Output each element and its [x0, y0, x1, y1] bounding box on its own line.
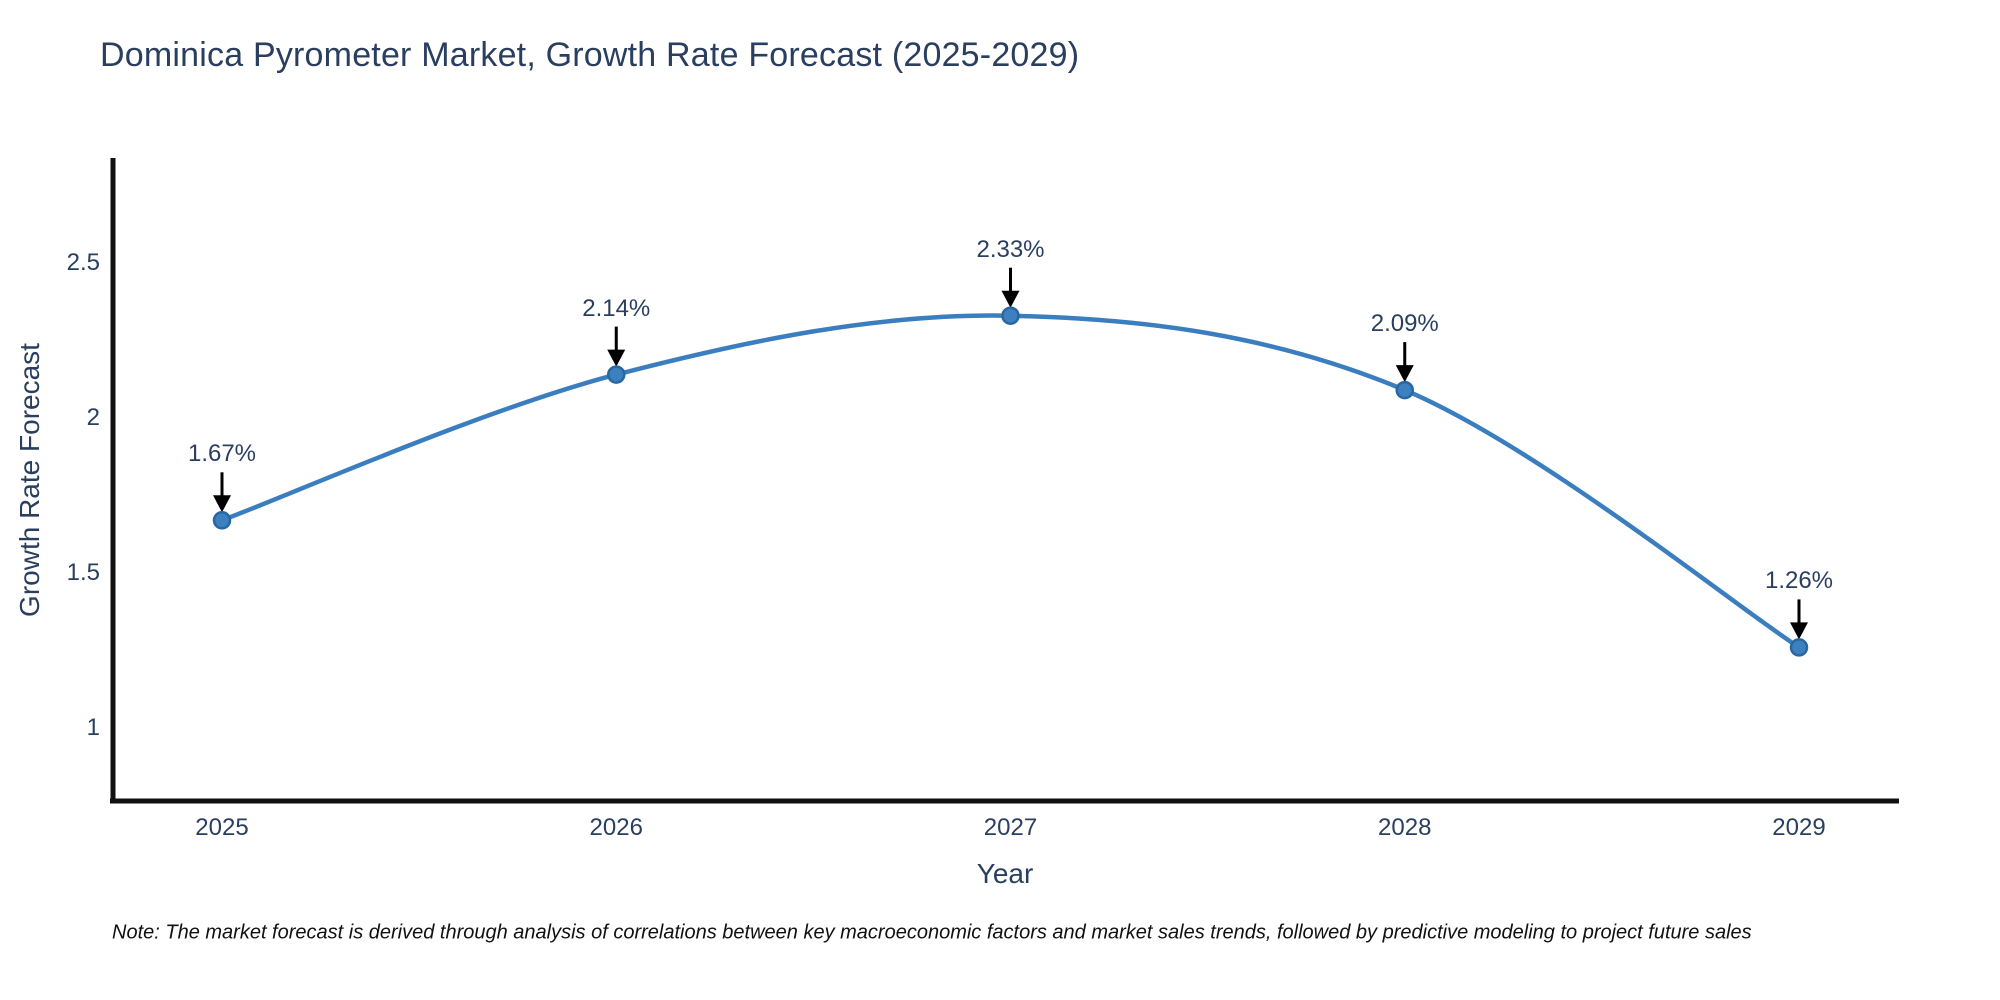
- data-point-marker: [1001, 306, 1020, 325]
- trend-line: [219, 313, 1802, 650]
- data-point-marker: [607, 365, 626, 384]
- footnote: Note: The market forecast is derived thr…: [112, 921, 1752, 944]
- y-tick-label: 2: [86, 404, 100, 431]
- data-point-value-label: 2.09%: [1370, 310, 1439, 338]
- x-tick-label: 2026: [589, 814, 643, 841]
- x-tick-label: 2028: [1378, 814, 1432, 841]
- chart-title: Dominica Pyrometer Market, Growth Rate F…: [100, 36, 1080, 74]
- annotation-arrow-head: [1395, 365, 1414, 383]
- data-point-value-label: 1.67%: [187, 440, 257, 468]
- data-point-value-label: 2.14%: [582, 294, 651, 322]
- annotation-arrow-head: [607, 349, 626, 367]
- data-point-marker: [1789, 638, 1809, 657]
- data-point-value-label: 1.26%: [1764, 567, 1834, 595]
- y-tick-label: 1: [86, 714, 100, 741]
- data-point-value-label: 2.33%: [976, 235, 1045, 263]
- data-point-marker: [212, 511, 232, 530]
- y-tick-label: 1.5: [66, 559, 100, 586]
- annotation-arrow-head: [1790, 622, 1808, 640]
- data-point-marker: [1395, 380, 1414, 400]
- annotation-arrow-head: [1001, 290, 1020, 308]
- y-tick-label: 2.5: [66, 249, 100, 276]
- annotation-arrow-head: [213, 495, 231, 513]
- x-axis-title: Year: [976, 858, 1034, 889]
- x-tick-label: 2029: [1772, 814, 1826, 841]
- x-tick-label: 2025: [195, 814, 249, 841]
- x-tick-label: 2027: [983, 814, 1038, 841]
